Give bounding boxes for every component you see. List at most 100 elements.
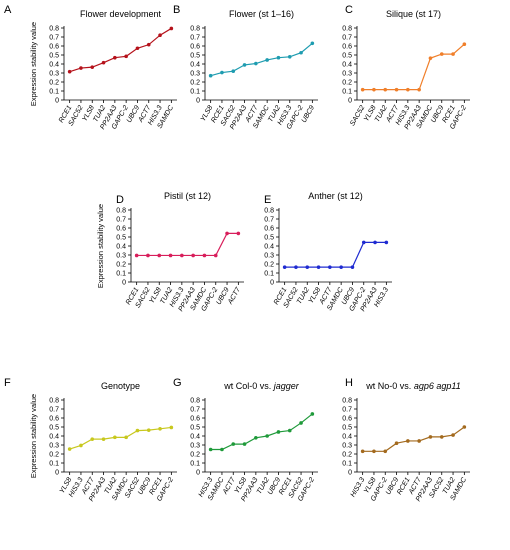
panel-label: E xyxy=(264,194,271,206)
y-tick-label: 0.5 xyxy=(116,235,126,242)
data-point xyxy=(310,412,315,416)
data-point xyxy=(101,437,106,441)
y-tick-label: 0.6 xyxy=(49,44,59,51)
y-tick-label: 0.5 xyxy=(49,53,59,60)
y-tick-label: 0.5 xyxy=(342,53,352,60)
data-point xyxy=(254,61,258,66)
y-tick-label: 0.4 xyxy=(342,62,352,69)
y-tick-label: 0.6 xyxy=(116,226,126,233)
data-point xyxy=(220,70,224,75)
panel-c: C Silique (st 17) 0 0.1 0.2 0.3 0.4 0.5 0.6 0.7 0.… xyxy=(342,4,470,131)
y-tick-label: 0.2 xyxy=(342,80,352,87)
y-tick-label: 0.3 xyxy=(49,71,59,78)
data-point xyxy=(254,436,258,440)
y-tick-label: 0 xyxy=(196,98,200,105)
data-point xyxy=(287,428,292,433)
data-point xyxy=(310,41,315,46)
panel-title: Silique (st 17) xyxy=(386,9,441,19)
panel-b: B Flower (st 1–16) 0 0.1 0.2 0.3 0.4 0.5 0.6 0.7 0… xyxy=(173,4,318,131)
data-point xyxy=(113,55,117,60)
y-tick-label: 0.5 xyxy=(190,425,200,432)
x-tick-label: HIS3.3 xyxy=(350,476,367,498)
y-tick-label: 0.2 xyxy=(49,452,59,459)
y-tick-label: 0.6 xyxy=(342,44,352,51)
y-tick-label: 0.3 xyxy=(342,443,352,450)
y-tick-label: 0.2 xyxy=(116,262,126,269)
data-point xyxy=(134,253,139,258)
x-tick-label: ACT7 xyxy=(227,286,243,307)
y-tick-label: 0.7 xyxy=(342,407,352,414)
y-tick-label: 0.7 xyxy=(264,217,274,224)
y-tick-label: 0.7 xyxy=(190,407,200,414)
data-point xyxy=(384,240,389,245)
panel-label: C xyxy=(345,4,353,16)
y-tick-label: 0.3 xyxy=(342,71,352,78)
y-tick-label: 0 xyxy=(348,98,352,105)
data-point xyxy=(299,421,303,425)
y-tick-label: 0 xyxy=(348,470,352,477)
panel-label: B xyxy=(173,4,180,16)
y-tick-label: 0.3 xyxy=(190,443,200,450)
data-point xyxy=(361,240,366,245)
data-point xyxy=(417,439,421,443)
data-point xyxy=(265,58,269,62)
data-point xyxy=(231,69,236,73)
y-tick-label: 0.6 xyxy=(264,226,274,233)
data-point xyxy=(113,435,117,440)
y-tick-label: 0.3 xyxy=(49,443,59,450)
series-line xyxy=(362,426,465,452)
data-point xyxy=(231,442,236,446)
y-tick-label: 0.8 xyxy=(190,398,200,405)
panel-title-text: wt No-0 vs. xyxy=(365,381,414,391)
data-point xyxy=(169,26,174,31)
data-point xyxy=(208,73,213,78)
data-point xyxy=(242,442,247,446)
y-tick-label: 0 xyxy=(196,470,200,477)
data-point xyxy=(124,435,128,440)
data-point xyxy=(394,441,399,446)
data-point xyxy=(67,69,72,74)
y-tick-label: 0.4 xyxy=(342,434,352,441)
data-point xyxy=(158,33,162,37)
data-point xyxy=(394,87,399,92)
y-tick-label: 0 xyxy=(122,280,126,287)
data-point xyxy=(451,433,455,437)
y-tick-label: 0.3 xyxy=(116,253,126,260)
data-point xyxy=(220,447,224,452)
y-tick-label: 0.8 xyxy=(342,398,352,405)
data-point xyxy=(276,430,281,434)
panel-title: Pistil (st 12) xyxy=(164,191,211,201)
y-tick-label: 0.3 xyxy=(264,253,274,260)
y-tick-label: 0.7 xyxy=(49,407,59,414)
data-point xyxy=(191,253,195,258)
panel-a: A Flower development 0 0.1 0.2 0.3 0.4 0.5 0.6 0.… xyxy=(4,4,177,131)
x-tick-label: SAC52 xyxy=(349,104,366,127)
y-tick-label: 0.5 xyxy=(49,425,59,432)
y-tick-label: 0.7 xyxy=(49,35,59,42)
y-tick-label: 0.8 xyxy=(190,26,200,33)
y-tick-label: 0.8 xyxy=(49,26,59,33)
data-point xyxy=(328,265,332,269)
data-point xyxy=(339,265,343,269)
y-tick-label: 0 xyxy=(55,470,59,477)
data-point xyxy=(462,425,467,429)
data-point xyxy=(316,265,321,269)
y-tick-label: 0.4 xyxy=(49,62,59,69)
panel-title: wt No-0 vs. agp6 agp11 xyxy=(365,381,460,391)
data-point xyxy=(383,449,388,454)
y-tick-label: 0.6 xyxy=(49,416,59,423)
data-point xyxy=(462,42,467,46)
panel-title: wt Col-0 vs. jagger xyxy=(223,381,300,391)
data-point xyxy=(299,50,303,55)
y-tick-label: 0.2 xyxy=(190,452,200,459)
series-line xyxy=(362,43,465,91)
data-point xyxy=(180,253,184,258)
data-point xyxy=(265,434,269,438)
y-tick-label: 0.8 xyxy=(116,208,126,215)
panel-f: F Genotype 0 0.1 0.2 0.3 0.4 0.5 0.6 0.7 0.8 Expres… xyxy=(4,377,177,503)
data-point xyxy=(276,55,281,60)
y-tick-label: 0.4 xyxy=(264,244,274,251)
data-point xyxy=(225,231,229,236)
y-tick-label: 0.7 xyxy=(342,35,352,42)
panel-title-text: wt Col-0 vs. xyxy=(223,381,274,391)
